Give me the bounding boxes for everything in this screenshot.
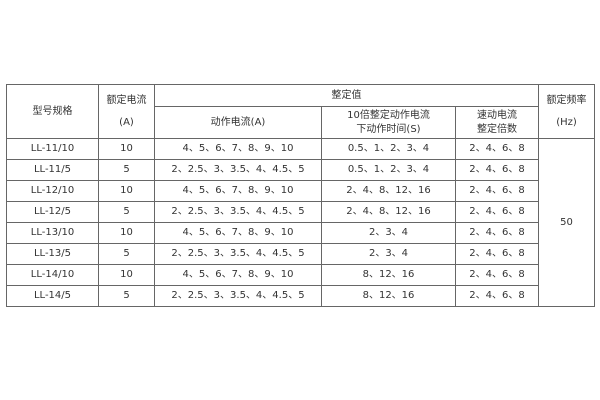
table-row: LL-11/10 10 4、5、6、7、8、9、10 0.5、1、2、3、4 2、4、6… — [6, 138, 595, 307]
cell-multiple: 2、4、6、8 — [455, 285, 539, 307]
cell-time: 2、3、4 — [321, 243, 456, 265]
cell-frequency: 50 — [538, 138, 595, 307]
header-text: 额定频率 — [546, 94, 587, 106]
table-row: LL-14/10 10 4、5、6、7、8、9、10 8、12、16 2、4、6、8 — [6, 264, 595, 286]
cell-model: LL-13/5 — [6, 243, 99, 265]
cell-time: 8、12、16 — [321, 285, 456, 307]
cell-model: LL-11/10 — [6, 138, 99, 160]
cell-action: 2、2.5、3、3.5、4、4.5、5 — [154, 243, 322, 265]
cell-current: 10 — [98, 222, 155, 244]
cell-time: 2、4、8、12、16 — [321, 180, 456, 202]
cell-current: 5 — [98, 243, 155, 265]
header-text: 10倍整定动作电流 — [347, 109, 430, 121]
cell-current: 10 — [98, 138, 155, 160]
cell-multiple: 2、4、6、8 — [455, 243, 539, 265]
cell-model: LL-12/5 — [6, 201, 99, 223]
cell-current: 10 — [98, 180, 155, 202]
cell-time: 0.5、1、2、3、4 — [321, 159, 456, 181]
cell-current: 5 — [98, 285, 155, 307]
table-row: LL-14/5 5 2、2.5、3、3.5、4、4.5、5 8、12、16 2、4、6、… — [6, 285, 595, 307]
cell-current: 10 — [98, 264, 155, 286]
header-rated-frequency: 额定频率 (Hz) — [538, 84, 595, 139]
header-unit: (Hz) — [556, 116, 577, 128]
cell-action: 4、5、6、7、8、9、10 — [154, 138, 322, 160]
header-text: 整定倍数 — [477, 123, 517, 135]
cell-model: LL-14/10 — [6, 264, 99, 286]
table-row: LL-12/10 10 4、5、6、7、8、9、10 2、4、8、12、16 2、4、6… — [6, 180, 595, 202]
cell-action: 2、2.5、3、3.5、4、4.5、5 — [154, 201, 322, 223]
header-quick-multiple: 速动电流 整定倍数 — [455, 106, 539, 139]
spec-table: 型号规格 额定电流 (A) 整定值 额定频率 (Hz) 动作电流(A) 10倍整… — [6, 84, 595, 307]
cell-time: 2、3、4 — [321, 222, 456, 244]
cell-time: 0.5、1、2、3、4 — [321, 138, 456, 160]
cell-model: LL-11/5 — [6, 159, 99, 181]
header-text: 额定电流 — [106, 94, 147, 106]
cell-multiple: 2、4、6、8 — [455, 138, 539, 160]
cell-model: LL-13/10 — [6, 222, 99, 244]
cell-multiple: 2、4、6、8 — [455, 159, 539, 181]
table-row: LL-13/10 10 4、5、6、7、8、9、10 2、3、4 2、4、6、8 — [6, 222, 595, 244]
cell-time: 2、4、8、12、16 — [321, 201, 456, 223]
table-row: LL-13/5 5 2、2.5、3、3.5、4、4.5、5 2、3、4 2、4、6、8 — [6, 243, 595, 265]
cell-time: 8、12、16 — [321, 264, 456, 286]
cell-multiple: 2、4、6、8 — [455, 222, 539, 244]
cell-action: 4、5、6、7、8、9、10 — [154, 180, 322, 202]
table-row: LL-11/5 5 2、2.5、3、3.5、4、4.5、5 0.5、1、2、3、4 2、… — [6, 159, 595, 181]
cell-multiple: 2、4、6、8 — [455, 264, 539, 286]
header-rated-current: 额定电流 (A) — [98, 84, 155, 139]
cell-action: 2、2.5、3、3.5、4、4.5、5 — [154, 285, 322, 307]
cell-model: LL-12/10 — [6, 180, 99, 202]
cell-multiple: 2、4、6、8 — [455, 180, 539, 202]
header-unit: (A) — [119, 116, 134, 128]
header-action-current: 动作电流(A) — [154, 106, 322, 139]
cell-action: 4、5、6、7、8、9、10 — [154, 264, 322, 286]
header-model: 型号规格 — [6, 84, 99, 139]
table-row: LL-12/5 5 2、2.5、3、3.5、4、4.5、5 2、4、8、12、16 2、… — [6, 201, 595, 223]
cell-multiple: 2、4、6、8 — [455, 201, 539, 223]
cell-current: 5 — [98, 159, 155, 181]
cell-action: 2、2.5、3、3.5、4、4.5、5 — [154, 159, 322, 181]
cell-current: 5 — [98, 201, 155, 223]
header-action-time: 10倍整定动作电流 下动作时间(S) — [321, 106, 456, 139]
header-setting: 整定值 — [154, 84, 539, 107]
cell-action: 4、5、6、7、8、9、10 — [154, 222, 322, 244]
header-text: 速动电流 — [477, 109, 517, 121]
header-text: 下动作时间(S) — [356, 123, 421, 135]
cell-model: LL-14/5 — [6, 285, 99, 307]
